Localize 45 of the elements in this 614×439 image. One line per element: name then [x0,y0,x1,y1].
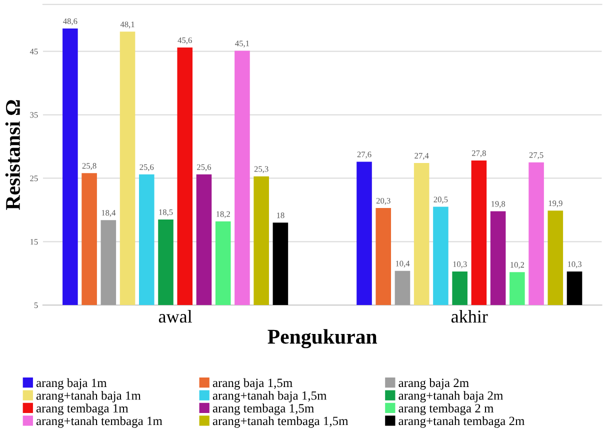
data-label: 10,3 [568,261,582,268]
legend-label: arang+tanah baja 2m [398,390,504,402]
legend-label: arang baja 2m [398,378,469,390]
y-tick-label: 35 [30,112,38,118]
data-label: 27,8 [472,150,486,158]
data-label: 19,9 [548,200,562,208]
legend-label: arang+tanah tembaga 1,5m [212,416,348,428]
y-tick-label: 25 [30,176,38,182]
x-axis-title: Pengukuran [268,329,378,348]
y-tick-label: 5 [34,302,38,308]
x-tick-label: akhir [451,310,488,323]
data-label: 45,1 [235,40,250,48]
data-label: 45,6 [178,37,192,44]
y-tick-label: 15 [30,239,38,245]
data-label: 25,8 [82,163,96,170]
data-label: 20,3 [376,198,390,205]
legend-label: arang+tanah tembaga 1m [36,416,162,428]
data-label: 48,1 [120,22,134,28]
data-label: 27,5 [529,152,544,160]
legend-label: arang+tanah tembaga 2m [398,416,525,428]
legend-label: arang+tanah baja 1,5m [212,390,327,402]
y-tick-label: 45 [30,48,38,54]
legend-label: arang baja 1,5m [212,378,292,390]
data-label: 10,3 [453,261,467,268]
x-tick-label: awal [158,310,192,323]
data-label: 25,6 [140,164,154,172]
data-label: 20,5 [434,196,448,204]
legend-label: arang tembaga 1m [36,404,128,416]
data-label: 18,2 [216,211,230,218]
y-axis-title: Resistansi Ω [5,100,20,210]
data-label: 27,4 [414,152,429,160]
data-label: 18,5 [159,209,173,216]
legend-label: arang+tanah baja 1m [36,390,141,402]
legend-label: arang tembaga 1,5m [212,404,314,416]
data-label: 18 [277,212,284,218]
data-label: 18,4 [102,210,116,217]
data-label: 25,6 [197,164,212,172]
data-label: 10,2 [510,262,524,269]
legend-label: arang tembaga 2 m [398,404,494,416]
data-label: 25,3 [254,166,268,174]
data-label: 19,8 [492,201,506,208]
legend-label: arang baja 1m [36,378,107,390]
data-label: 27,6 [357,152,372,158]
data-label: 10,4 [396,260,410,268]
data-label: 48,6 [63,18,78,26]
